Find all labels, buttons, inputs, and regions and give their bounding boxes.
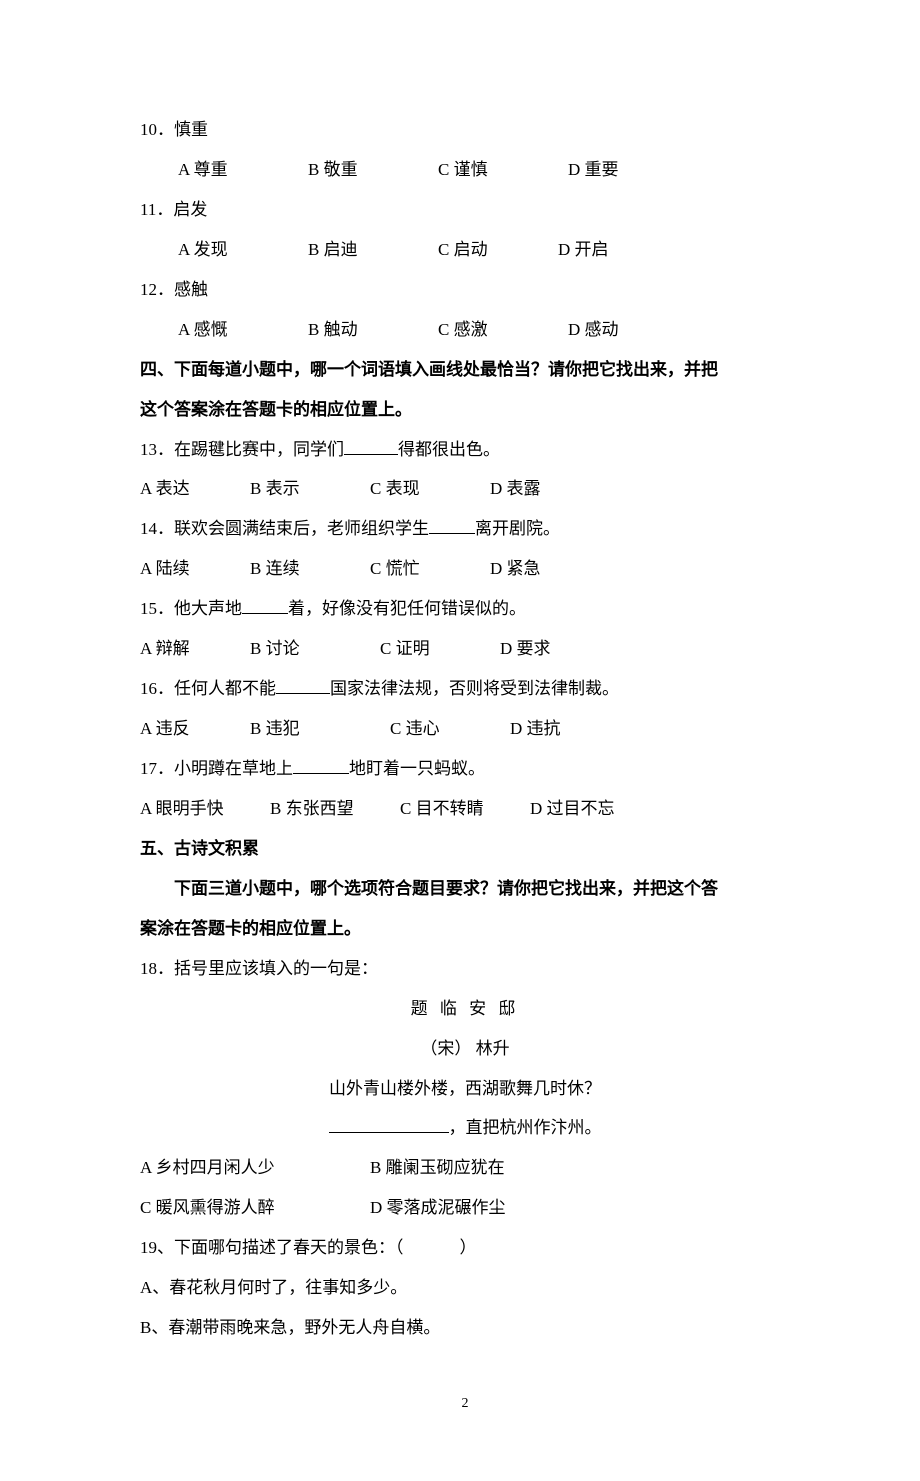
- q18-opt-d: D 零落成泥碾作尘: [370, 1188, 600, 1228]
- q11-options: A 发现 B 启迪 C 启动 D 开启: [140, 230, 790, 270]
- q18-poem-line2-post: ，直把杭州作汴州。: [449, 1118, 602, 1137]
- q11-opt-d: D 开启: [558, 230, 658, 270]
- q10-opt-c: C 谨慎: [438, 150, 568, 190]
- q12-opt-c: C 感激: [438, 310, 568, 350]
- q19-opt-a: A、春花秋月何时了，往事知多少。: [140, 1268, 790, 1308]
- q14-blank: [429, 516, 475, 534]
- q10-opt-a: A 尊重: [178, 150, 308, 190]
- q13-opt-c: C 表现: [370, 469, 490, 509]
- q11-opt-b: B 启迪: [308, 230, 438, 270]
- q11-opt-c: C 启动: [438, 230, 558, 270]
- q16-opt-d: D 违抗: [510, 709, 610, 749]
- q17-opt-d: D 过目不忘: [530, 789, 660, 829]
- q17-opt-a: A 眼明手快: [140, 789, 270, 829]
- q10-number: 10．: [140, 120, 174, 139]
- q10-opt-d: D 重要: [568, 150, 668, 190]
- q18-poem-line2: ，直把杭州作汴州。: [140, 1108, 790, 1148]
- q13-post: 得都很出色。: [398, 440, 500, 459]
- q11-stem: 11．启发: [140, 190, 790, 230]
- q17-options: A 眼明手快 B 东张西望 C 目不转睛 D 过目不忘: [140, 789, 790, 829]
- q18-blank: [329, 1115, 449, 1133]
- q18-poem-title: 题 临 安 邸: [140, 989, 790, 1029]
- q13-pre: 13．在踢毽比赛中，同学们: [140, 440, 344, 459]
- q13-options: A 表达 B 表示 C 表现 D 表露: [140, 469, 790, 509]
- q19-stem-pre: 19、下面哪句描述了春天的景色：（: [140, 1238, 404, 1257]
- section5-line1: 下面三道小题中，哪个选项符合题目要求？请你把它找出来，并把这个答: [140, 869, 790, 909]
- q16-post: 国家法律法规，否则将受到法律制裁。: [330, 679, 619, 698]
- q14-opt-a: A 陆续: [140, 549, 250, 589]
- q17-stem: 17．小明蹲在草地上 地盯着一只蚂蚁。: [140, 749, 790, 789]
- document-page: 10．慎重 A 尊重 B 敬重 C 谨慎 D 重要 11．启发 A 发现 B 启…: [0, 0, 920, 1481]
- q14-post: 离开剧院。: [475, 519, 560, 538]
- q18-opt-b: B 雕阑玉砌应犹在: [370, 1148, 600, 1188]
- q12-options: A 感慨 B 触动 C 感激 D 感动: [140, 310, 790, 350]
- q16-opt-a: A 违反: [140, 709, 250, 749]
- q15-opt-a: A 辩解: [140, 629, 250, 669]
- q13-opt-a: A 表达: [140, 469, 250, 509]
- q15-opt-d: D 要求: [500, 629, 600, 669]
- q13-stem: 13．在踢毽比赛中，同学们 得都很出色。: [140, 430, 790, 470]
- q16-options: A 违反 B 违犯 C 违心 D 违抗: [140, 709, 790, 749]
- q12-stem: 12．感触: [140, 270, 790, 310]
- q13-opt-b: B 表示: [250, 469, 370, 509]
- section4-line1: 四、下面每道小题中，哪一个词语填入画线处最恰当？请你把它找出来，并把: [140, 350, 790, 390]
- q17-opt-c: C 目不转睛: [400, 789, 530, 829]
- q10-stem: 10．慎重: [140, 110, 790, 150]
- q11-number: 11．: [140, 200, 173, 219]
- q10-options: A 尊重 B 敬重 C 谨慎 D 重要: [140, 150, 790, 190]
- q10-word: 慎重: [174, 120, 208, 139]
- q15-post: 着，好像没有犯任何错误似的。: [288, 599, 526, 618]
- q12-number: 12．: [140, 280, 174, 299]
- q14-options: A 陆续 B 连续 C 慌忙 D 紧急: [140, 549, 790, 589]
- q17-blank: [293, 756, 349, 774]
- q18-options-row1: A 乡村四月闲人少 B 雕阑玉砌应犹在: [140, 1148, 790, 1188]
- q14-opt-c: C 慌忙: [370, 549, 490, 589]
- q19-opt-b: B、春潮带雨晚来急，野外无人舟自横。: [140, 1308, 790, 1348]
- q18-poem-line1: 山外青山楼外楼，西湖歌舞几时休？: [140, 1069, 790, 1109]
- q19-stem-post: ）: [460, 1238, 477, 1257]
- q18-opt-a: A 乡村四月闲人少: [140, 1148, 370, 1188]
- q11-word: 启发: [173, 200, 207, 219]
- q11-opt-a: A 发现: [178, 230, 308, 270]
- q13-blank: [344, 437, 398, 455]
- q17-post: 地盯着一只蚂蚁。: [349, 759, 485, 778]
- q12-opt-b: B 触动: [308, 310, 438, 350]
- q12-opt-a: A 感慨: [178, 310, 308, 350]
- section5-line2: 案涂在答题卡的相应位置上。: [140, 909, 790, 949]
- q16-opt-c: C 违心: [390, 709, 510, 749]
- q15-opt-b: B 讨论: [250, 629, 380, 669]
- q18-poem-author: （宋） 林升: [140, 1029, 790, 1069]
- q18-stem: 18．括号里应该填入的一句是：: [140, 949, 790, 989]
- q17-pre: 17．小明蹲在草地上: [140, 759, 293, 778]
- q16-opt-b: B 违犯: [250, 709, 390, 749]
- q16-pre: 16．任何人都不能: [140, 679, 276, 698]
- q12-word: 感触: [174, 280, 208, 299]
- q14-opt-b: B 连续: [250, 549, 370, 589]
- q16-stem: 16．任何人都不能 国家法律法规，否则将受到法律制裁。: [140, 669, 790, 709]
- q15-options: A 辩解 B 讨论 C 证明 D 要求: [140, 629, 790, 669]
- section4-line2: 这个答案涂在答题卡的相应位置上。: [140, 390, 790, 430]
- q19-stem: 19、下面哪句描述了春天的景色：（ ）: [140, 1228, 790, 1268]
- q12-opt-d: D 感动: [568, 310, 668, 350]
- q16-blank: [276, 676, 330, 694]
- q15-stem: 15．他大声地 着，好像没有犯任何错误似的。: [140, 589, 790, 629]
- q15-opt-c: C 证明: [380, 629, 500, 669]
- q15-pre: 15．他大声地: [140, 599, 242, 618]
- q17-opt-b: B 东张西望: [270, 789, 400, 829]
- q18-opt-c: C 暖风熏得游人醉: [140, 1188, 370, 1228]
- q14-opt-d: D 紧急: [490, 549, 590, 589]
- q15-blank: [242, 596, 288, 614]
- q14-stem: 14．联欢会圆满结束后，老师组织学生 离开剧院。: [140, 509, 790, 549]
- section5-title: 五、古诗文积累: [140, 829, 790, 869]
- q14-pre: 14．联欢会圆满结束后，老师组织学生: [140, 519, 429, 538]
- page-number: 2: [140, 1388, 790, 1421]
- q18-options-row2: C 暖风熏得游人醉 D 零落成泥碾作尘: [140, 1188, 790, 1228]
- q10-opt-b: B 敬重: [308, 150, 438, 190]
- q13-opt-d: D 表露: [490, 469, 590, 509]
